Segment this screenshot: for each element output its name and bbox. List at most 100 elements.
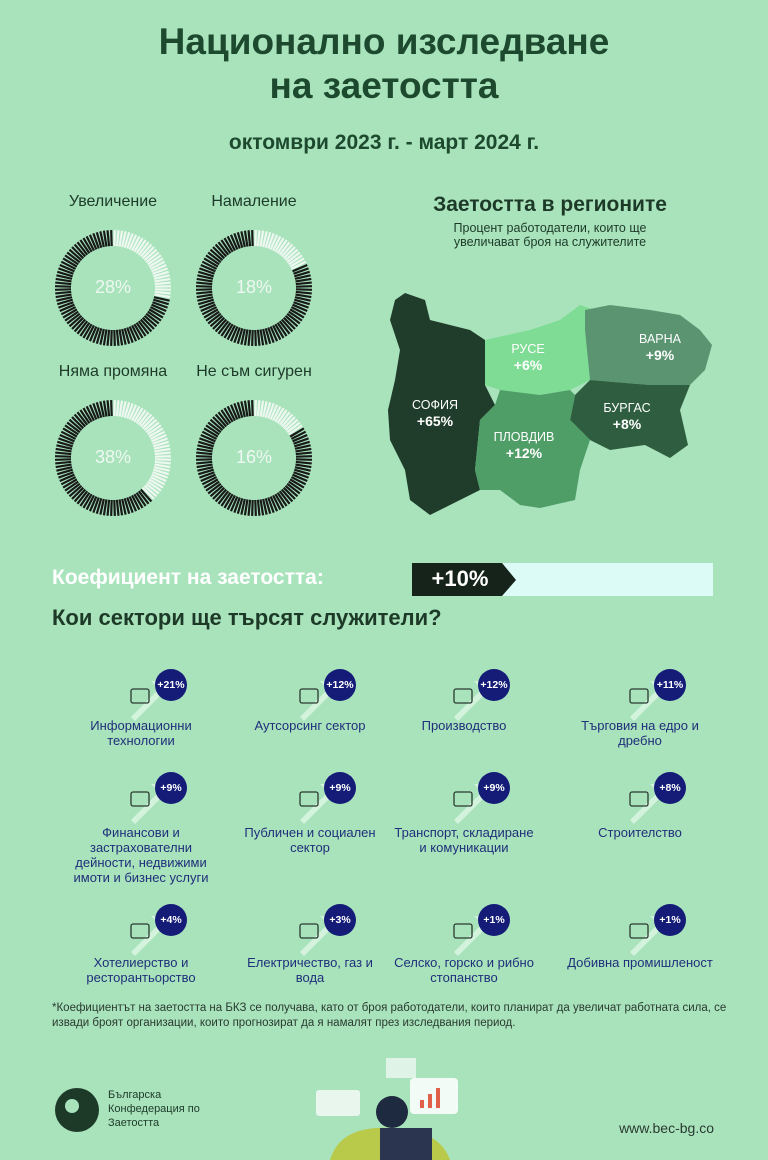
ring-tick bbox=[154, 285, 172, 288]
ring-tick bbox=[121, 231, 127, 248]
ring-tick bbox=[197, 444, 214, 450]
ring-tick bbox=[288, 424, 303, 436]
ring-tick bbox=[113, 229, 116, 247]
region-ruse bbox=[485, 305, 595, 395]
ring-tick bbox=[118, 400, 124, 417]
ring-tick bbox=[79, 409, 91, 424]
change-badge bbox=[324, 669, 356, 701]
ring-tick bbox=[214, 318, 228, 333]
ring-tick bbox=[254, 229, 257, 247]
ring-tick bbox=[267, 403, 275, 419]
ring-tick bbox=[295, 451, 312, 456]
sector-icon bbox=[453, 791, 473, 807]
ring-tick bbox=[199, 301, 215, 309]
ring-tick bbox=[201, 430, 218, 440]
ring-tick bbox=[66, 421, 81, 434]
region-name: ПЛОВДИВ bbox=[493, 430, 555, 444]
ring-tick bbox=[292, 473, 308, 483]
change-value: +21% bbox=[157, 679, 185, 691]
ring-tick bbox=[199, 267, 215, 275]
ring-tick bbox=[88, 404, 98, 420]
change-value: +9% bbox=[483, 782, 505, 794]
change-badge bbox=[654, 669, 686, 701]
ring-tick bbox=[201, 306, 218, 316]
ring-tick bbox=[135, 322, 147, 337]
donut-value: 16% bbox=[235, 447, 273, 467]
ring-tick bbox=[110, 399, 113, 417]
ring-tick bbox=[294, 298, 311, 306]
ring-tick bbox=[55, 290, 72, 295]
ring-tick bbox=[79, 239, 91, 254]
ring-tick bbox=[102, 329, 108, 346]
ring-tick bbox=[106, 499, 111, 516]
ring-tick bbox=[148, 257, 164, 268]
ring-tick bbox=[126, 497, 134, 513]
ring-tick bbox=[256, 329, 261, 346]
ring-tick bbox=[290, 430, 307, 440]
ring-tick bbox=[200, 303, 216, 313]
ring-tick bbox=[274, 323, 285, 339]
ring-tick bbox=[209, 418, 224, 432]
ring-tick bbox=[295, 288, 313, 291]
ring-tick bbox=[145, 251, 160, 264]
donut-ring bbox=[195, 229, 313, 347]
ring-tick bbox=[147, 424, 162, 436]
region-plovdiv bbox=[475, 390, 590, 508]
ring-tick bbox=[106, 400, 111, 417]
ring-tick bbox=[55, 447, 72, 453]
ring-tick bbox=[141, 416, 155, 430]
ring-tick bbox=[55, 463, 72, 469]
ring-tick bbox=[85, 405, 95, 422]
ring-tick bbox=[223, 323, 234, 339]
sector-icon bbox=[453, 688, 473, 704]
ring-tick bbox=[123, 328, 131, 345]
ring-tick bbox=[73, 318, 87, 333]
ring-tick bbox=[95, 401, 103, 418]
ring-tick bbox=[56, 468, 73, 476]
donut-ring bbox=[54, 399, 172, 517]
ring-tick bbox=[151, 473, 167, 483]
ring-tick bbox=[294, 444, 311, 450]
ring-tick bbox=[280, 413, 294, 428]
ring-tick bbox=[76, 241, 89, 256]
ring-tick bbox=[196, 463, 213, 469]
ring-tick bbox=[196, 451, 213, 456]
ring-tick bbox=[264, 498, 272, 515]
ring-tick bbox=[209, 248, 224, 262]
ring-tick bbox=[123, 401, 131, 418]
donut-value: 38% bbox=[94, 447, 132, 467]
ring-tick bbox=[217, 320, 230, 335]
ring-tick bbox=[197, 298, 214, 306]
ring-tick bbox=[76, 490, 89, 505]
region-varna bbox=[585, 305, 712, 385]
ring-tick bbox=[64, 480, 79, 492]
ring-tick bbox=[73, 488, 87, 503]
ring-tick bbox=[199, 471, 215, 479]
ring-tick bbox=[60, 476, 77, 486]
ring-tick bbox=[152, 301, 168, 309]
website: www.bec-bg.co bbox=[619, 1120, 714, 1136]
ring-tick bbox=[143, 418, 158, 432]
ring-tick bbox=[269, 404, 279, 420]
ring-tick bbox=[280, 318, 294, 333]
ring-tick bbox=[295, 458, 313, 461]
ring-tick bbox=[88, 234, 98, 250]
ring-tick bbox=[262, 401, 268, 418]
subtitle: октомври 2023 г. - март 2024 г. bbox=[228, 131, 540, 154]
ring-tick bbox=[133, 493, 144, 509]
change-badge bbox=[324, 772, 356, 804]
ring-tick bbox=[56, 274, 73, 280]
ring-tick bbox=[200, 473, 216, 483]
ring-tick bbox=[240, 498, 246, 515]
ring-tick bbox=[272, 405, 282, 422]
sector-label: Добивна промишленост bbox=[567, 955, 713, 970]
ring-tick bbox=[59, 303, 75, 313]
ring-tick bbox=[118, 329, 124, 346]
ring-tick bbox=[95, 328, 103, 345]
ring-tick bbox=[282, 316, 296, 330]
ring-tick bbox=[293, 301, 309, 309]
ring-tick bbox=[286, 421, 301, 434]
ring-tick bbox=[220, 492, 232, 507]
